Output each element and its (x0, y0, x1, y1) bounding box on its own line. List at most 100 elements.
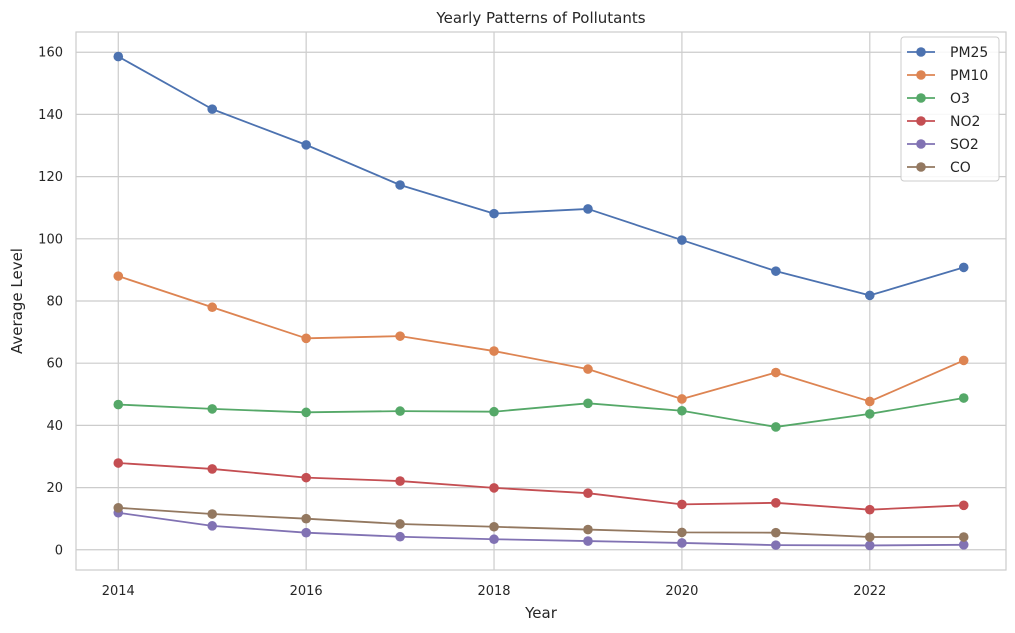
data-point-pm10 (583, 364, 593, 374)
data-point-co (958, 532, 969, 542)
legend-item-pm10: PM10 (907, 68, 988, 84)
data-point-no2 (207, 464, 218, 474)
y-tick-label: 120 (38, 170, 63, 185)
series-line-co (118, 506, 964, 538)
x-axis-label: Year (524, 604, 558, 622)
y-tick-label: 40 (46, 419, 63, 434)
data-point-pm10 (771, 367, 781, 378)
data-point-so2 (958, 540, 969, 550)
data-point-pm10 (489, 346, 499, 356)
y-tick-label: 60 (46, 357, 63, 372)
x-tick-label: 2014 (102, 584, 135, 599)
legend-item-so2: SO2 (907, 137, 979, 153)
legend-label: CO (950, 160, 971, 176)
data-point-o3 (113, 399, 124, 410)
data-point-o3 (864, 409, 875, 419)
series-pm25 (113, 51, 969, 301)
data-point-o3 (395, 406, 405, 416)
chart-title: Yearly Patterns of Pollutants (435, 9, 645, 27)
data-point-co (583, 524, 593, 535)
data-point-so2 (677, 538, 687, 548)
series-line-no2 (118, 462, 964, 511)
tick-labels: 2014 2016 2018 2020 2022 0 20 40 60 80 100 120 140 16… (38, 46, 886, 599)
series-line-so2 (118, 511, 964, 547)
data-point-pm25 (301, 140, 311, 150)
plot-frame (75, 31, 1007, 571)
series-line-pm25 (117, 55, 964, 297)
legend-marker (916, 116, 926, 126)
x-tick-label: 2016 (290, 584, 323, 599)
data-point-pm10 (677, 394, 687, 404)
legend-item-no2: NO2 (907, 114, 980, 130)
legend-marker (916, 70, 926, 80)
data-point-o3 (958, 393, 969, 403)
data-point-no2 (489, 483, 499, 493)
x-tick-label: 2022 (853, 584, 886, 599)
series-line-pm10 (117, 275, 965, 403)
data-point-so2 (864, 540, 875, 551)
legend-marker (916, 47, 926, 57)
x-tick-label: 2018 (477, 584, 510, 599)
y-tick-label: 100 (38, 232, 63, 247)
data-point-so2 (207, 521, 218, 531)
y-tick-label: 20 (46, 481, 63, 496)
legend-label: PM25 (950, 45, 988, 61)
data-point-pm25 (113, 51, 124, 62)
data-point-no2 (395, 476, 405, 486)
data-point-co (395, 519, 405, 529)
data-point-pm25 (489, 208, 499, 219)
data-point-co (677, 527, 687, 538)
legend-item-pm25: PM25 (907, 45, 988, 61)
legend-label: SO2 (950, 137, 979, 153)
y-tick-label: 80 (46, 295, 63, 310)
data-point-so2 (301, 527, 311, 538)
data-point-co (864, 532, 875, 542)
data-point-co (301, 513, 311, 524)
data-point-co (207, 509, 218, 519)
data-point-pm25 (677, 235, 687, 245)
data-point-pm10 (864, 396, 875, 407)
legend-marker (916, 139, 926, 149)
data-point-o3 (677, 405, 687, 416)
x-tick-label: 2020 (665, 584, 698, 599)
series-o3 (113, 393, 969, 432)
series-line-o3 (118, 397, 964, 428)
data-point-no2 (958, 500, 969, 511)
data-point-no2 (583, 488, 593, 498)
data-point-so2 (489, 534, 499, 545)
data-point-pm10 (301, 333, 311, 344)
data-point-pm25 (207, 104, 218, 114)
data-point-pm25 (864, 290, 875, 301)
y-tick-label: 160 (38, 46, 63, 61)
data-point-no2 (677, 499, 687, 510)
legend: PM25 PM10 O3 NO2 SO2 CO (900, 36, 1000, 182)
data-point-no2 (864, 504, 875, 515)
data-point-so2 (395, 531, 405, 542)
data-point-no2 (113, 458, 124, 468)
data-point-o3 (771, 422, 781, 432)
legend-item-o3: O3 (907, 91, 970, 107)
data-point-so2 (583, 536, 593, 546)
data-point-pm25 (958, 262, 969, 273)
data-point-pm10 (958, 355, 969, 366)
data-point-pm10 (113, 271, 124, 281)
data-point-pm10 (207, 302, 218, 313)
data-point-co (113, 503, 124, 513)
grid-lines (76, 32, 1006, 570)
legend-label: O3 (950, 91, 970, 107)
legend-marker (916, 93, 926, 103)
series-co (113, 503, 969, 542)
y-tick-label: 0 (55, 543, 63, 558)
data-point-co (771, 527, 781, 538)
data-point-pm25 (771, 266, 781, 276)
data-point-no2 (771, 498, 781, 508)
data-point-pm25 (583, 204, 593, 214)
data-point-pm25 (395, 180, 405, 190)
legend-label: NO2 (950, 114, 980, 130)
series-layer (113, 51, 969, 551)
legend-item-co: CO (907, 160, 971, 176)
data-point-so2 (771, 540, 781, 550)
data-point-o3 (489, 406, 499, 417)
